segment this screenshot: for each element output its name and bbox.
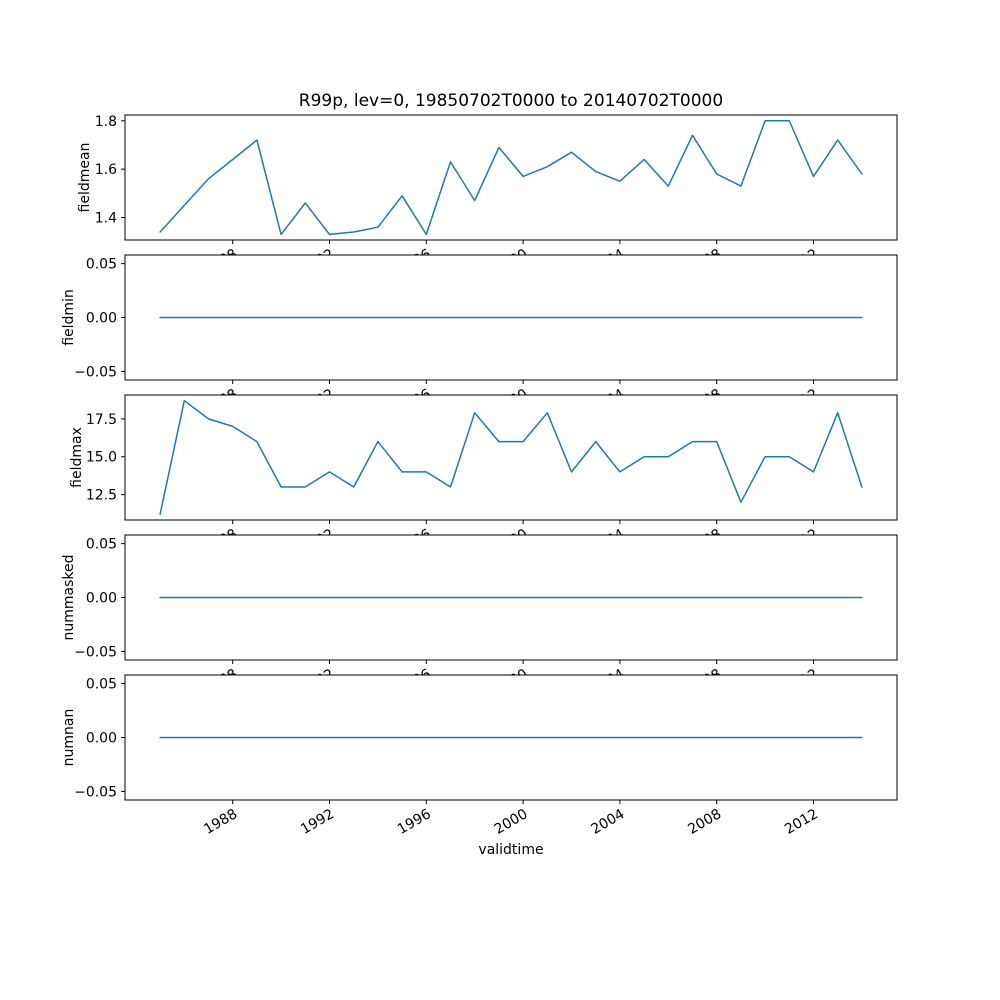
y-tick-label: 1.8 <box>95 114 117 130</box>
y-tick-label: 17.5 <box>86 412 117 428</box>
subplot-numnan-background <box>125 675 897 800</box>
x-tick-label: 1996 <box>395 806 434 838</box>
y-axis-label-fieldmean: fieldmean <box>77 143 93 213</box>
chart-title: R99p, lev=0, 19850702T0000 to 20140702T0… <box>298 91 724 111</box>
y-tick-label: −0.05 <box>74 784 117 800</box>
y-tick-label: 0.00 <box>86 591 117 607</box>
y-axis-label-fieldmax: fieldmax <box>69 427 85 488</box>
y-tick-label: 12.5 <box>86 488 117 504</box>
y-axis-label-nummasked: nummasked <box>61 554 77 640</box>
y-tick-label: 0.05 <box>86 257 117 273</box>
x-axis-label: validtime <box>478 842 544 858</box>
subplot-fieldmean-background <box>125 115 897 240</box>
y-tick-label: −0.05 <box>74 644 117 660</box>
y-tick-label: 0.05 <box>86 537 117 553</box>
subplot-nummasked-background <box>125 535 897 660</box>
y-tick-label: 0.00 <box>86 311 117 327</box>
y-axis-label-fieldmin: fieldmin <box>61 289 77 346</box>
y-tick-label: −0.05 <box>74 364 117 380</box>
x-tick-label: 2000 <box>492 806 531 838</box>
x-tick-label: 1992 <box>298 806 337 838</box>
x-tick-label: 2008 <box>685 806 724 838</box>
y-tick-label: 15.0 <box>86 450 117 466</box>
y-tick-label: 1.6 <box>95 162 117 178</box>
x-tick-label: 2012 <box>782 806 821 838</box>
y-tick-label: 0.00 <box>86 731 117 747</box>
y-tick-label: 1.4 <box>95 211 117 227</box>
y-tick-label: 0.05 <box>86 677 117 693</box>
subplot-fieldmax-background <box>125 395 897 520</box>
subplot-fieldmin-background <box>125 255 897 380</box>
x-tick-label: 1988 <box>201 806 240 838</box>
x-tick-label: 2004 <box>589 806 628 838</box>
y-axis-label-numnan: numnan <box>61 709 77 767</box>
